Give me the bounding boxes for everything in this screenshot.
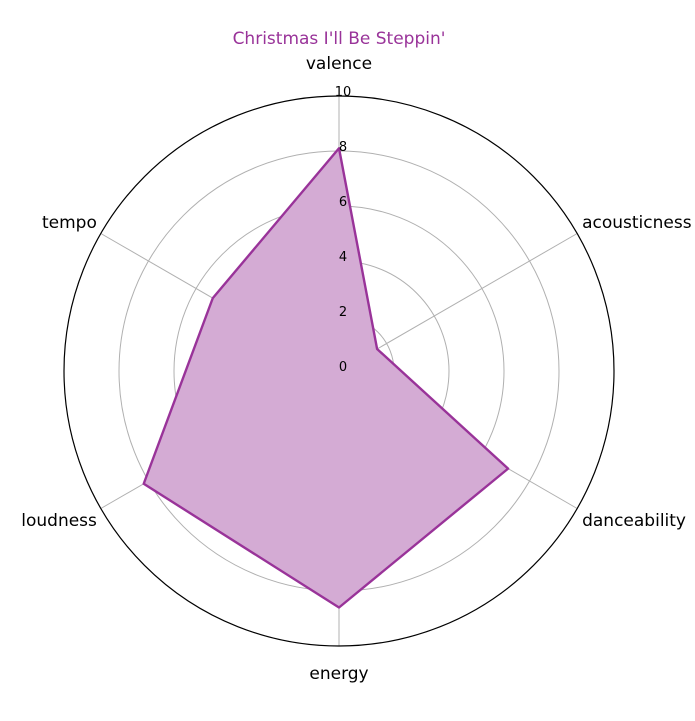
tick-label-8: 8	[339, 140, 347, 155]
tick-label-4: 4	[339, 250, 347, 265]
tick-label-0: 0	[339, 360, 347, 375]
axis-label-loudness: loudness	[21, 511, 97, 531]
tick-layer: 0 2 4 6 8 10	[335, 85, 352, 375]
series-layer	[142, 147, 510, 609]
tick-label-10: 10	[335, 85, 352, 100]
radial-gridline-acousticness	[338, 233, 578, 372]
label-layer: valence acousticness danceability energy lou…	[21, 54, 691, 684]
axis-label-energy: energy	[309, 664, 368, 684]
tick-label-6: 6	[339, 195, 347, 210]
series-fill-area	[143, 148, 509, 608]
axis-label-tempo: tempo	[42, 213, 97, 233]
tick-label-2: 2	[339, 305, 347, 320]
outer-frame-circle	[63, 95, 615, 647]
axis-label-danceability: danceability	[582, 511, 686, 531]
axis-label-valence: valence	[306, 54, 372, 74]
axis-label-acousticness: acousticness	[582, 213, 692, 233]
chart-title: Christmas I'll Be Steppin'	[233, 29, 446, 49]
